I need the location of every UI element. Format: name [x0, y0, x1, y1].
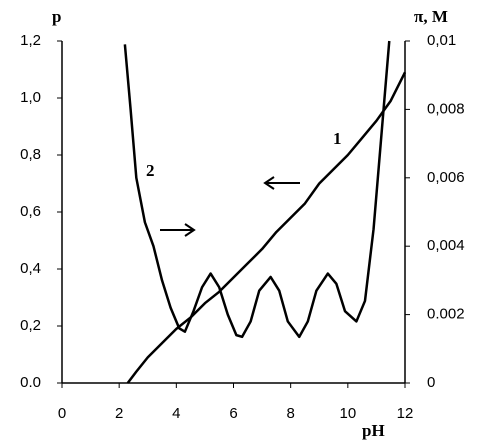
x-tick-label: 0 [58, 405, 66, 422]
y-tick-label: 1,0 [20, 89, 41, 106]
curve-label: 2 [146, 161, 155, 180]
y2-tick-label: 0,01 [427, 32, 456, 49]
data-line [126, 71, 407, 384]
curve-label: 1 [333, 129, 342, 148]
arrow [263, 176, 300, 190]
y-tick-label: 1,2 [20, 32, 41, 49]
x-tick-label: 12 [397, 405, 414, 422]
data-line [123, 40, 391, 339]
y2-axis-label: π, M [414, 7, 448, 26]
x-tick-label: 8 [286, 405, 294, 422]
y2-tick-label: 0,004 [427, 237, 465, 254]
y-tick-label: 0,2 [20, 317, 41, 334]
x-axis-label: pH [362, 421, 385, 440]
y2-tick-label: 0,008 [427, 100, 465, 117]
x-tick-label: 4 [172, 405, 180, 422]
y-tick-label: 0,6 [20, 203, 41, 220]
y-tick-label: 0,8 [20, 146, 41, 163]
x-tick-label: 6 [229, 405, 237, 422]
y-axis-label: p [52, 7, 61, 26]
y-tick-label: 0.0 [20, 374, 41, 391]
y2-tick-label: 0.002 [427, 306, 465, 323]
arrow [160, 223, 196, 237]
x-tick-label: 10 [339, 405, 356, 422]
y2-tick-label: 0 [427, 374, 435, 391]
y-tick-label: 0,4 [20, 260, 41, 277]
y2-tick-label: 0,006 [427, 169, 465, 186]
x-tick-label: 2 [115, 405, 123, 422]
